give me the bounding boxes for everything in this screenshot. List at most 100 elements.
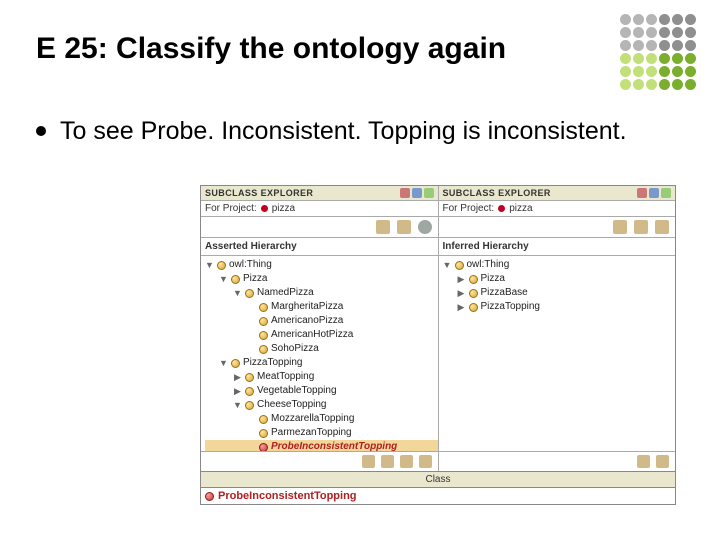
expand-arrow-icon[interactable]: ▼ <box>443 258 452 272</box>
expand-arrow-icon[interactable]: ▼ <box>219 272 228 286</box>
expand-arrow-icon[interactable]: ▼ <box>219 356 228 370</box>
grid-dot <box>672 40 683 51</box>
protege-screenshot: SUBCLASS EXPLORER For Project: pizza Ass… <box>200 185 676 505</box>
tree-row[interactable]: ▶ Pizza <box>443 272 676 286</box>
tree-row[interactable]: AmericanHotPizza <box>205 328 438 342</box>
tree-row[interactable]: MargheritaPizza <box>205 300 438 314</box>
toolbar-btn-3[interactable] <box>655 220 669 234</box>
class-orb-icon <box>217 261 226 270</box>
grid-dot <box>659 66 670 77</box>
expand-arrow-icon[interactable]: ▼ <box>233 286 242 300</box>
tree-row[interactable]: SohoPizza <box>205 342 438 356</box>
grid-dot <box>620 27 631 38</box>
grid-dot <box>672 53 683 64</box>
expand-arrow-icon[interactable]: ▶ <box>457 272 466 286</box>
toolbar-btn[interactable] <box>656 455 669 468</box>
grid-dot <box>672 66 683 77</box>
toolbar-btn[interactable] <box>381 455 394 468</box>
expand-arrow-icon[interactable]: ▶ <box>457 286 466 300</box>
class-orb-icon <box>455 261 464 270</box>
tree-row[interactable]: MozzarellaTopping <box>205 412 438 426</box>
tree-item-label: ProbeInconsistentTopping <box>271 440 397 451</box>
toolbar-btn-1[interactable] <box>376 220 390 234</box>
inconsistent-bar[interactable]: ProbeInconsistentTopping <box>200 488 676 505</box>
inferred-hierarchy-tree[interactable]: ▼owl:Thing▶Pizza▶PizzaBase▶PizzaTopping <box>439 256 676 451</box>
left-panel-header: SUBCLASS EXPLORER <box>201 186 438 201</box>
tree-row[interactable]: ▶VegetableTopping <box>205 384 438 398</box>
tree-item-label: MozzarellaTopping <box>271 412 354 426</box>
expand-arrow-icon[interactable]: ▶ <box>457 300 466 314</box>
class-orb-icon <box>259 443 268 452</box>
class-orb-icon <box>469 289 478 298</box>
right-bottom-toolbar[interactable] <box>439 451 676 471</box>
grid-dot <box>659 79 670 90</box>
right-toolbar[interactable] <box>439 217 676 238</box>
tree-row[interactable]: ▶ MeatTopping <box>205 370 438 384</box>
tree-item-label: AmericanHotPizza <box>271 328 353 342</box>
tree-item-label: MeatTopping <box>257 370 314 384</box>
tree-row[interactable]: ▶PizzaBase <box>443 286 676 300</box>
class-orb-icon <box>245 387 254 396</box>
grid-dot <box>646 14 657 25</box>
grid-dot <box>659 53 670 64</box>
class-orb-icon <box>245 401 254 410</box>
project-status-icon <box>498 205 505 212</box>
grid-dot <box>633 66 644 77</box>
grid-dot <box>633 14 644 25</box>
asserted-hierarchy-tree[interactable]: ▼owl:Thing▼Pizza▼NamedPizzaMargheritaPiz… <box>201 256 438 451</box>
class-orb-icon <box>205 492 214 501</box>
tree-row[interactable]: ▼owl:Thing <box>205 258 438 272</box>
tree-item-label: Pizza <box>481 272 505 286</box>
expand-arrow-icon[interactable]: ▼ <box>205 258 214 272</box>
tree-row[interactable]: ▶PizzaTopping <box>443 300 676 314</box>
grid-dot <box>633 53 644 64</box>
expand-arrow-icon[interactable]: ▼ <box>233 398 242 412</box>
class-orb-icon <box>245 373 254 382</box>
tree-row[interactable]: ProbeInconsistentTopping <box>205 440 438 451</box>
grid-dot <box>659 40 670 51</box>
toolbar-btn-1[interactable] <box>613 220 627 234</box>
tree-row[interactable]: ▼ Pizza <box>205 272 438 286</box>
class-orb-icon <box>259 415 268 424</box>
expand-arrow-icon[interactable]: ▶ <box>233 384 242 398</box>
class-orb-icon <box>231 359 240 368</box>
tree-item-label: MargheritaPizza <box>271 300 343 314</box>
class-orb-icon <box>259 345 268 354</box>
left-project-row: For Project: pizza <box>201 201 438 217</box>
search-icon[interactable] <box>418 220 432 234</box>
toolbar-btn-2[interactable] <box>634 220 648 234</box>
grid-dot <box>685 53 696 64</box>
tree-item-label: Pizza <box>243 272 267 286</box>
slide-title: E 25: Classify the ontology again <box>36 32 506 66</box>
toolbar-btn[interactable] <box>362 455 375 468</box>
left-panel: SUBCLASS EXPLORER For Project: pizza Ass… <box>201 186 439 471</box>
tree-row[interactable]: ParmezanTopping <box>205 426 438 440</box>
grid-dot <box>620 40 631 51</box>
grid-dot <box>685 14 696 25</box>
tree-row[interactable]: ▼owl:Thing <box>443 258 676 272</box>
tree-row[interactable]: ▼NamedPizza <box>205 286 438 300</box>
grid-dot <box>646 40 657 51</box>
tree-row[interactable]: ▼CheeseTopping <box>205 398 438 412</box>
left-bottom-toolbar[interactable] <box>201 451 438 471</box>
left-hierarchy-label: Asserted Hierarchy <box>201 238 438 256</box>
toolbar-btn-2[interactable] <box>397 220 411 234</box>
decorative-dot-grid <box>620 14 696 90</box>
right-panel-header: SUBCLASS EXPLORER <box>439 186 676 201</box>
tree-row[interactable]: AmericanoPizza <box>205 314 438 328</box>
grid-dot <box>646 79 657 90</box>
grid-dot <box>620 53 631 64</box>
toolbar-btn[interactable] <box>637 455 650 468</box>
expand-arrow-icon[interactable]: ▶ <box>233 370 242 384</box>
toolbar-btn[interactable] <box>419 455 432 468</box>
tree-row[interactable]: ▼PizzaTopping <box>205 356 438 370</box>
class-orb-icon <box>259 429 268 438</box>
bullet-row: To see Probe. Inconsistent. Topping is i… <box>36 116 680 147</box>
right-project-row: For Project: pizza <box>439 201 676 217</box>
right-hierarchy-label: Inferred Hierarchy <box>439 238 676 256</box>
left-panel-header-icons[interactable] <box>400 188 434 198</box>
toolbar-btn[interactable] <box>400 455 413 468</box>
grid-dot <box>685 66 696 77</box>
right-panel-header-icons[interactable] <box>637 188 671 198</box>
left-toolbar[interactable] <box>201 217 438 238</box>
